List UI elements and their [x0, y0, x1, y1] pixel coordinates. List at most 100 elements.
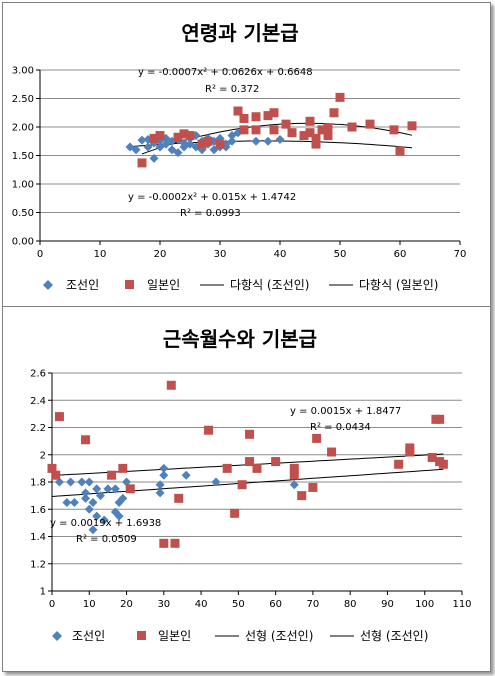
chart2-r2-lower: R² = 0.0509 — [76, 534, 137, 545]
chart2-legend-linear-1: 선형 (조선인) — [245, 629, 313, 643]
x-tick-label: 40 — [195, 599, 208, 610]
y-tick-label: 1 — [40, 587, 46, 598]
data-point-japanese — [407, 121, 417, 131]
chart1-legend-poly-japanese: 다항식 (일본인) — [359, 278, 438, 292]
chart1-eq-korean: y = -0.0002x² + 0.015x + 1.4742 — [128, 192, 296, 203]
chart1-legend-korean: 조선인 — [66, 278, 99, 292]
data-point-japanese — [305, 128, 315, 138]
data-point-japanese — [435, 414, 445, 424]
chart-frame — [2, 2, 491, 672]
data-point-korean — [81, 488, 91, 498]
data-point-korean — [66, 477, 76, 487]
chart1-eq-japanese: y = -0.0007x² + 0.0626x + 0.6648 — [138, 67, 313, 78]
y-tick-label: 0.00 — [12, 237, 34, 248]
data-point-japanese — [197, 139, 207, 149]
data-point-japanese — [170, 538, 180, 548]
data-point-japanese — [237, 480, 247, 490]
data-point-korean — [181, 470, 191, 480]
data-point-korean — [263, 136, 273, 146]
data-point-korean — [149, 153, 159, 163]
data-point-japanese — [245, 457, 255, 467]
chart2-legend-japanese: 일본인 — [158, 629, 191, 643]
y-tick-label: 1.00 — [12, 180, 34, 191]
data-point-korean — [159, 463, 169, 473]
y-tick-label: 2.2 — [30, 423, 46, 434]
x-tick-label: 10 — [83, 599, 96, 610]
y-tick-label: 3.00 — [12, 66, 34, 77]
x-tick-label: 0 — [49, 599, 55, 610]
data-point-japanese — [335, 92, 345, 102]
data-point-korean — [137, 135, 147, 145]
y-tick-label: 1.8 — [30, 478, 46, 489]
data-point-japanese — [438, 459, 448, 469]
data-point-japanese — [155, 131, 165, 141]
data-point-japanese — [251, 112, 261, 122]
y-tick-label: 2.50 — [12, 94, 34, 105]
age-salary-chart: 연령과 기본급 0.00 0.50 1.00 1.50 2.00 2.50 3.00 0 10 2… — [12, 21, 467, 292]
data-point-japanese — [297, 491, 307, 501]
trendline — [51, 468, 444, 497]
data-point-japanese — [308, 482, 318, 492]
x-tick-label: 40 — [274, 249, 287, 260]
x-tick-label: 70 — [454, 249, 467, 260]
data-point-japanese — [299, 131, 309, 141]
data-point-japanese — [271, 457, 281, 467]
data-point-korean — [155, 488, 165, 498]
data-point-japanese — [317, 125, 327, 135]
x-tick-label: 110 — [452, 599, 471, 610]
data-point-japanese — [405, 443, 415, 453]
data-point-korean — [159, 470, 169, 480]
data-point-japanese — [245, 429, 255, 439]
data-point-japanese — [179, 129, 189, 139]
data-point-korean — [95, 491, 105, 501]
x-tick-label: 10 — [94, 249, 107, 260]
chart2-r2-upper: R² = 0.0434 — [310, 422, 371, 433]
data-point-korean — [103, 484, 113, 494]
y-tick-label: 1.50 — [12, 151, 34, 162]
tenure-salary-chart: 근속월수와 기본급 1 1.2 1.4 1.6 1.8 2 2.2 2.4 2.6 0 10 20 30… — [30, 327, 471, 643]
data-point-japanese — [263, 111, 273, 121]
chart2-legend-korean: 조선인 — [72, 629, 105, 643]
data-point-korean — [88, 525, 98, 535]
data-point-japanese — [47, 463, 57, 473]
legend-diamond-icon — [43, 280, 53, 290]
data-point-japanese — [427, 452, 437, 462]
data-point-japanese — [311, 133, 321, 143]
data-point-japanese — [395, 146, 405, 156]
data-point-korean — [275, 135, 285, 145]
data-point-korean — [131, 145, 141, 155]
data-point-japanese — [269, 125, 279, 135]
data-point-japanese — [230, 508, 240, 518]
data-point-japanese — [137, 158, 147, 168]
data-point-japanese — [365, 119, 375, 129]
y-tick-label: 2 — [40, 450, 46, 461]
data-point-korean — [251, 136, 261, 146]
data-point-korean — [122, 477, 132, 487]
data-point-japanese — [327, 447, 337, 457]
data-point-japanese — [204, 425, 214, 435]
chart2-legend-linear-2: 선형 (조선인) — [360, 629, 428, 643]
chart1-legend-japanese: 일본인 — [147, 278, 180, 292]
data-point-korean — [211, 477, 221, 487]
x-tick-label: 60 — [394, 249, 407, 260]
x-tick-label: 100 — [415, 599, 434, 610]
chart1-r2-korean: R² = 0.0993 — [180, 208, 241, 219]
chart2-eq-lower: y = 0.0019x + 1.6938 — [50, 518, 161, 529]
y-tick-label: 1.6 — [30, 505, 46, 516]
x-tick-label: 30 — [157, 599, 170, 610]
y-tick-label: 1.4 — [30, 532, 46, 543]
x-tick-label: 50 — [232, 599, 245, 610]
data-point-japanese — [185, 131, 195, 141]
data-point-japanese — [394, 459, 404, 469]
data-point-japanese — [252, 463, 262, 473]
chart-divider — [2, 306, 490, 307]
data-point-japanese — [174, 493, 184, 503]
data-point-japanese — [159, 538, 169, 548]
data-point-japanese — [239, 125, 249, 135]
data-point-japanese — [51, 470, 61, 480]
data-point-japanese — [118, 463, 128, 473]
data-point-korean — [114, 511, 124, 521]
data-point-japanese — [251, 125, 261, 135]
data-point-korean — [69, 497, 79, 507]
y-tick-label: 2.00 — [12, 123, 34, 134]
